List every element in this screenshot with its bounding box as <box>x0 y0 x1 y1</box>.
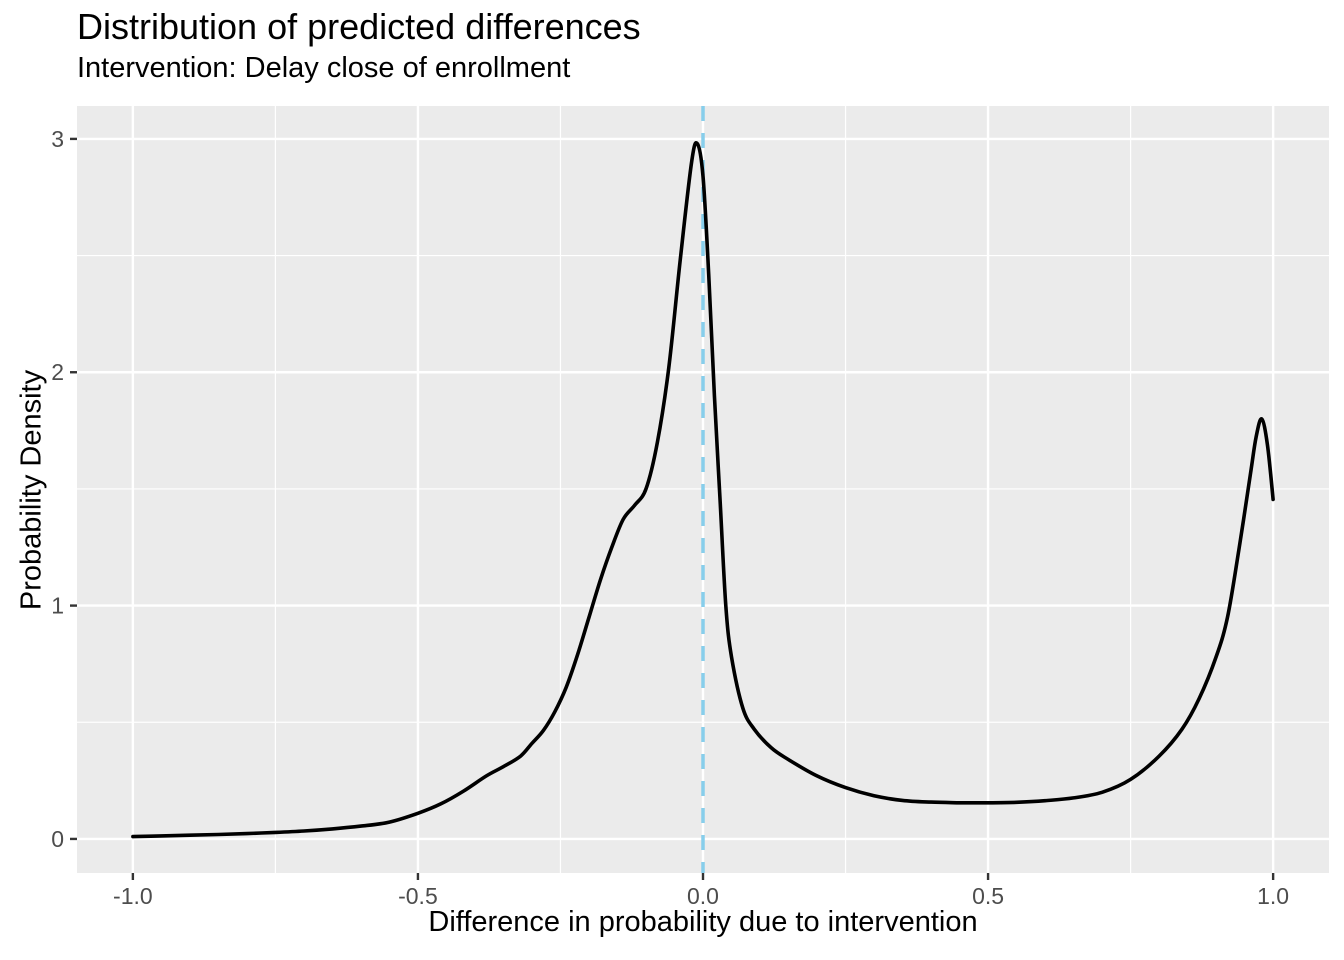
y-axis-title: Probability Density <box>15 369 48 611</box>
x-tick-label: -1.0 <box>113 883 153 909</box>
chart-subtitle: Intervention: Delay close of enrollment <box>77 52 571 84</box>
y-tick-label: 2 <box>51 359 64 385</box>
y-tick-label: 0 <box>51 826 64 852</box>
x-axis-title: Difference in probability due to interve… <box>428 906 978 938</box>
y-tick-label: 1 <box>51 593 64 619</box>
y-tick-label: 3 <box>51 126 64 152</box>
x-tick-label: 1.0 <box>1257 883 1289 909</box>
x-tick-label: 0.0 <box>687 883 719 909</box>
x-tick-label: -0.5 <box>398 883 438 909</box>
density-curve <box>131 140 1275 839</box>
chart-title: Distribution of predicted differences <box>77 6 641 47</box>
x-tick-label: 0.5 <box>972 883 1004 909</box>
